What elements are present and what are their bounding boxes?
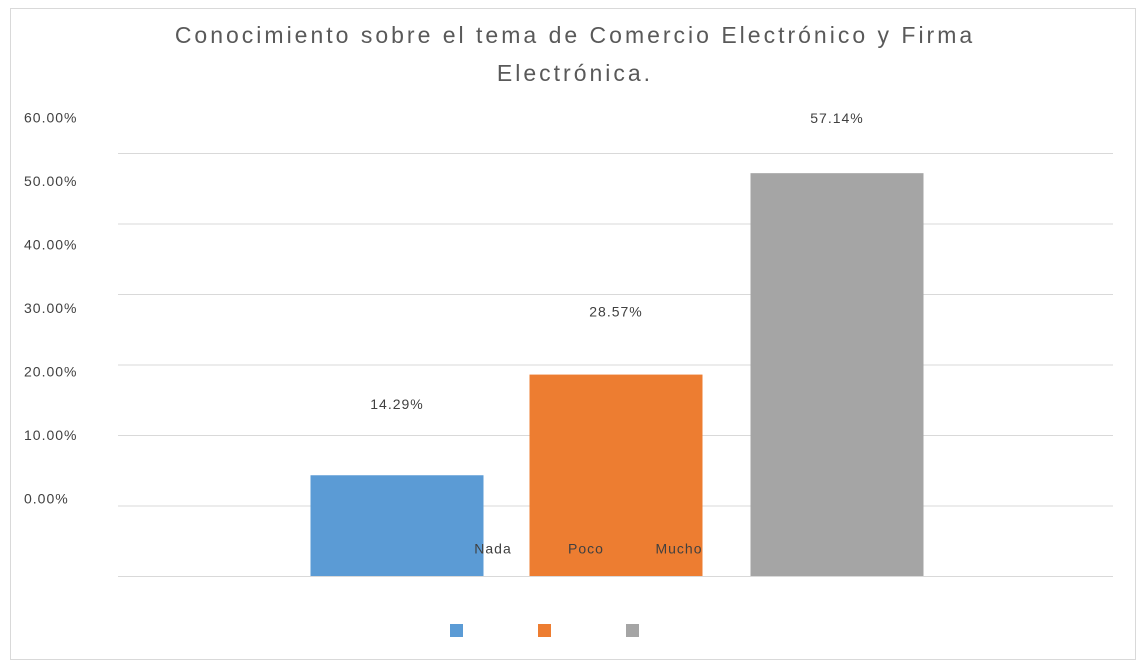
bar bbox=[529, 374, 703, 576]
y-tick-label: 50.00% bbox=[24, 173, 77, 189]
data-label: 28.57% bbox=[589, 303, 642, 319]
y-tick-label: 20.00% bbox=[24, 364, 77, 380]
x-tick-label: Mucho bbox=[655, 541, 702, 557]
y-tick-label: 40.00% bbox=[24, 237, 77, 253]
y-tick-label: 10.00% bbox=[24, 427, 77, 443]
legend-swatch bbox=[626, 624, 639, 637]
legend-swatch bbox=[538, 624, 551, 637]
bar bbox=[750, 173, 924, 576]
x-tick-label: Poco bbox=[568, 541, 604, 557]
y-tick-label: 0.00% bbox=[24, 491, 69, 507]
legend-swatch bbox=[450, 624, 463, 637]
data-label: 57.14% bbox=[810, 110, 863, 126]
data-label: 14.29% bbox=[370, 396, 423, 412]
y-tick-label: 30.00% bbox=[24, 300, 77, 316]
bar bbox=[310, 475, 484, 576]
x-tick-label: Nada bbox=[474, 541, 511, 557]
y-tick-label: 60.00% bbox=[24, 110, 77, 126]
chart-title: Conocimiento sobre el tema de Comercio E… bbox=[174, 22, 976, 86]
